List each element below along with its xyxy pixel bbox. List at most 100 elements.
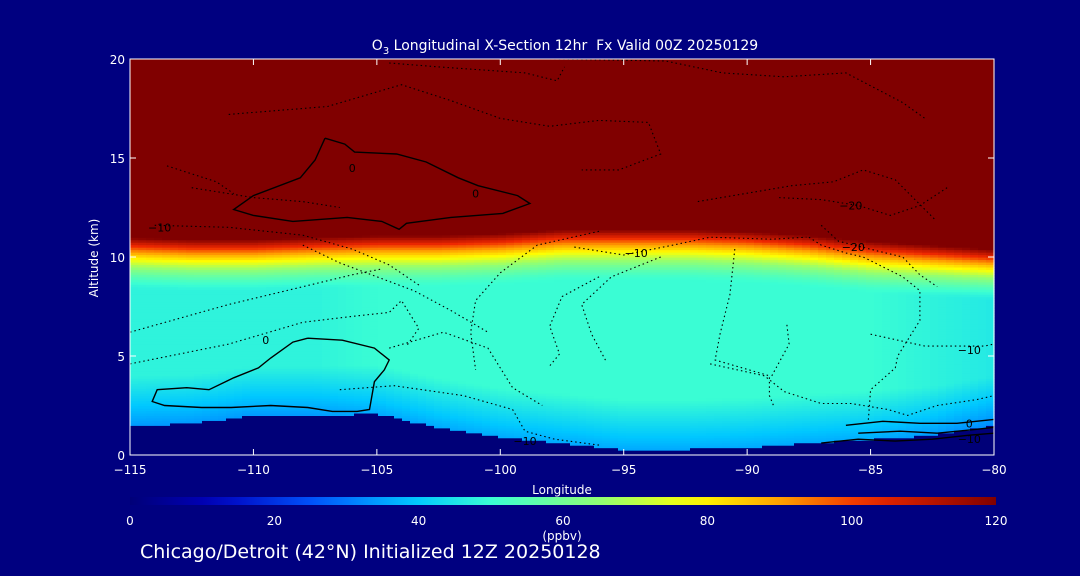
field-cell [162, 140, 171, 144]
field-cell [162, 177, 171, 181]
field-cell [130, 229, 139, 233]
field-cell [138, 383, 147, 387]
field-cell [146, 123, 155, 127]
field-cell [130, 224, 139, 228]
field-cell [154, 417, 163, 421]
field-cell [178, 239, 187, 243]
field-cell [146, 445, 155, 449]
field-cell [194, 257, 203, 261]
field-cell [154, 390, 163, 394]
field-cell [170, 120, 179, 124]
field-cell [178, 321, 187, 325]
field-cell [194, 368, 203, 372]
field-cell [162, 158, 171, 162]
field-cell [170, 430, 179, 434]
field-cell [194, 380, 203, 384]
field-cell [202, 365, 211, 369]
field-cell [194, 403, 203, 407]
field-cell [194, 135, 203, 139]
field-cell [146, 425, 155, 429]
field-cell [178, 353, 187, 357]
field-cell [186, 155, 195, 159]
field-cell [130, 128, 139, 132]
field-cell [194, 106, 203, 110]
field-cell [170, 165, 179, 169]
field-cell [178, 110, 187, 115]
field-cell [154, 296, 163, 300]
field-cell [138, 447, 147, 451]
field-cell [194, 113, 203, 117]
field-cell [130, 435, 139, 439]
field-cell [130, 172, 139, 176]
field-cell [130, 252, 139, 256]
field-cell [146, 281, 155, 285]
field-cell [130, 209, 139, 214]
field-cell [138, 209, 147, 214]
field-cell [130, 420, 139, 424]
field-cell [146, 162, 155, 167]
field-cell [162, 91, 171, 95]
field-cell [138, 410, 147, 414]
field-cell [178, 165, 187, 169]
field-cell [194, 222, 203, 226]
field-cell [170, 214, 179, 218]
field-cell [186, 143, 195, 147]
field-cell [154, 63, 163, 68]
field-cell [146, 274, 155, 278]
field-cell [146, 180, 155, 184]
field-cell [146, 338, 155, 342]
field-cell [138, 68, 147, 72]
field-cell [194, 78, 203, 82]
field-cell [154, 101, 163, 105]
field-cell [162, 375, 171, 379]
field-cell [130, 165, 139, 169]
field-cell [186, 321, 195, 325]
field-cell [146, 373, 155, 377]
field-cell [138, 373, 147, 377]
field-cell [146, 192, 155, 196]
field-cell [138, 328, 147, 332]
field-cell [130, 190, 139, 194]
field-cell [194, 383, 203, 387]
field-cell [154, 356, 163, 360]
field-cell [162, 346, 171, 350]
field-cell [170, 338, 179, 342]
field-cell [186, 190, 195, 194]
field-cell [162, 400, 171, 404]
field-cell [130, 200, 139, 204]
field-cell [170, 442, 179, 446]
field-cell [162, 167, 171, 171]
field-cell [138, 318, 147, 322]
field-cell [170, 59, 179, 63]
field-cell [130, 415, 139, 419]
field-cell [170, 417, 179, 421]
field-cell [146, 118, 155, 122]
field-cell [170, 360, 179, 365]
field-cell [146, 91, 155, 95]
field-cell [138, 195, 147, 199]
field-cell [138, 430, 147, 434]
field-cell [146, 197, 155, 201]
field-cell [138, 360, 147, 365]
field-cell [178, 143, 187, 147]
field-cell [146, 430, 155, 434]
field-cell [194, 450, 203, 454]
field-cell [130, 207, 139, 211]
field-cell [154, 341, 163, 345]
field-cell [130, 311, 139, 315]
field-cell [146, 207, 155, 211]
field-cell [146, 88, 155, 92]
field-cell [146, 294, 155, 298]
field-cell [186, 160, 195, 164]
field-cell [194, 420, 203, 424]
field-cell [194, 338, 203, 342]
field-cell [186, 358, 195, 362]
field-cell [162, 257, 171, 261]
field-cell [170, 229, 179, 233]
field-cell [138, 338, 147, 342]
field-cell [154, 353, 163, 357]
field-cell [154, 175, 163, 179]
field-cell [170, 88, 179, 92]
field-cell [138, 150, 147, 154]
field-cell [170, 135, 179, 139]
